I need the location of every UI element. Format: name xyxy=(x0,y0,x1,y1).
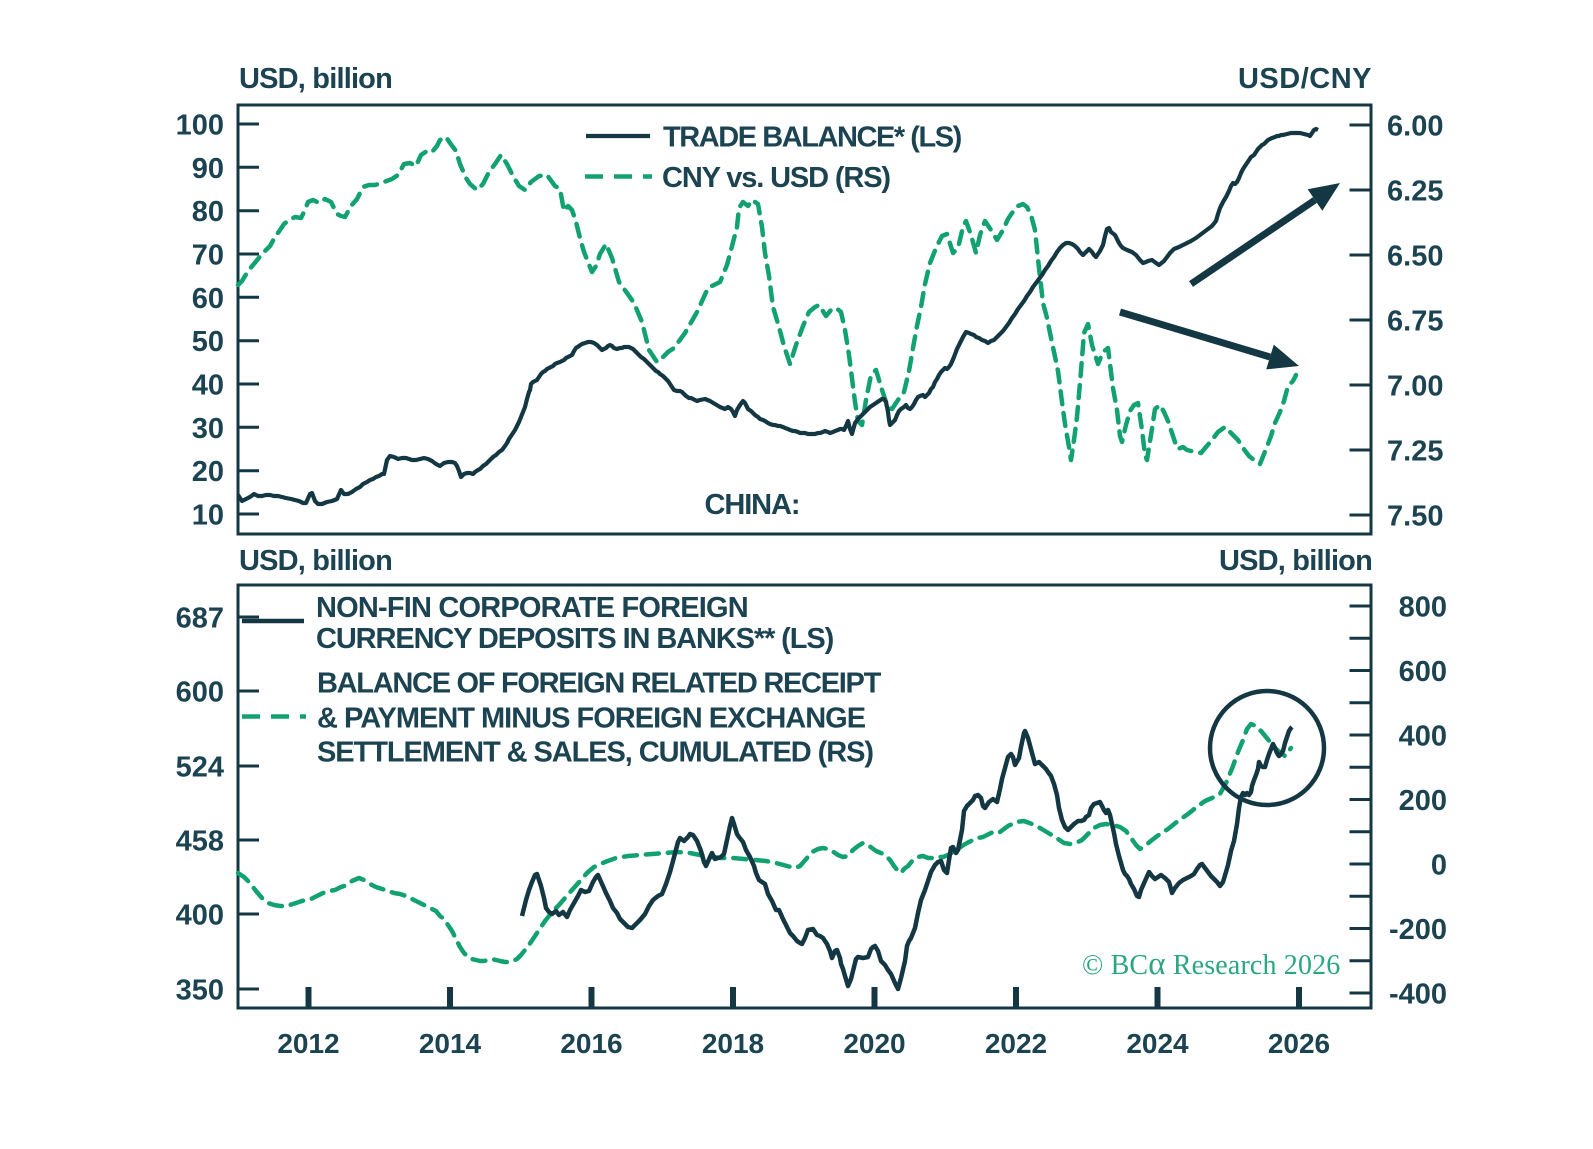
svg-text:2014: 2014 xyxy=(419,1028,482,1059)
svg-text:USD/CNY: USD/CNY xyxy=(1238,63,1372,95)
svg-text:CNY vs. USD (RS): CNY vs. USD (RS) xyxy=(662,162,890,194)
svg-text:NON-FIN CORPORATE FOREIGN: NON-FIN CORPORATE FOREIGN xyxy=(316,592,748,624)
svg-text:USD, billion: USD, billion xyxy=(239,545,392,577)
svg-text:TRADE BALANCE* (LS): TRADE BALANCE* (LS) xyxy=(663,122,962,154)
svg-text:2024: 2024 xyxy=(1126,1028,1189,1059)
svg-text:400: 400 xyxy=(176,900,224,932)
svg-text:2018: 2018 xyxy=(702,1028,764,1059)
svg-text:524: 524 xyxy=(176,752,224,784)
svg-text:40: 40 xyxy=(192,370,224,402)
svg-text:10: 10 xyxy=(192,500,224,532)
svg-text:6.00: 6.00 xyxy=(1387,111,1443,143)
svg-text:80: 80 xyxy=(192,196,224,228)
svg-text:6.25: 6.25 xyxy=(1387,176,1443,208)
svg-text:20: 20 xyxy=(192,456,224,488)
svg-text:CURRENCY DEPOSITS IN BANKS** (: CURRENCY DEPOSITS IN BANKS** (LS) xyxy=(316,623,834,655)
svg-text:458: 458 xyxy=(176,826,224,858)
svg-text:350: 350 xyxy=(176,975,224,1007)
svg-text:& PAYMENT MINUS FOREIGN EXCHAN: & PAYMENT MINUS FOREIGN EXCHANGE xyxy=(317,703,866,735)
svg-text:© BCα Research 2026: © BCα Research 2026 xyxy=(1082,946,1340,982)
svg-text:2020: 2020 xyxy=(843,1028,905,1059)
svg-text:7.50: 7.50 xyxy=(1387,501,1443,533)
svg-text:2012: 2012 xyxy=(277,1028,339,1059)
svg-text:200: 200 xyxy=(1399,785,1447,817)
svg-text:70: 70 xyxy=(192,240,224,272)
svg-text:2022: 2022 xyxy=(985,1028,1047,1059)
svg-text:30: 30 xyxy=(192,413,224,445)
svg-text:-400: -400 xyxy=(1389,979,1447,1011)
svg-text:2016: 2016 xyxy=(560,1028,622,1059)
svg-text:687: 687 xyxy=(176,603,224,635)
svg-text:100: 100 xyxy=(176,110,224,142)
svg-text:CHINA:: CHINA: xyxy=(704,489,799,521)
svg-text:800: 800 xyxy=(1399,592,1447,624)
svg-text:600: 600 xyxy=(1399,656,1447,688)
svg-text:USD, billion: USD, billion xyxy=(1219,545,1372,577)
svg-text:90: 90 xyxy=(192,153,224,185)
svg-text:6.50: 6.50 xyxy=(1387,241,1443,273)
svg-text:50: 50 xyxy=(192,326,224,358)
svg-text:7.25: 7.25 xyxy=(1387,436,1443,468)
svg-text:600: 600 xyxy=(176,677,224,709)
svg-text:2026: 2026 xyxy=(1268,1028,1330,1059)
svg-text:400: 400 xyxy=(1399,721,1447,753)
svg-text:7.00: 7.00 xyxy=(1387,371,1443,403)
svg-text:USD, billion: USD, billion xyxy=(239,63,392,95)
svg-text:0: 0 xyxy=(1431,850,1447,882)
svg-text:6.75: 6.75 xyxy=(1387,306,1443,338)
svg-text:SETTLEMENT & SALES, CUMULATED: SETTLEMENT & SALES, CUMULATED (RS) xyxy=(317,737,873,769)
svg-text:-200: -200 xyxy=(1389,914,1447,946)
svg-text:BALANCE OF FOREIGN RELATED REC: BALANCE OF FOREIGN RELATED RECEIPT xyxy=(317,668,882,700)
svg-text:60: 60 xyxy=(192,283,224,315)
